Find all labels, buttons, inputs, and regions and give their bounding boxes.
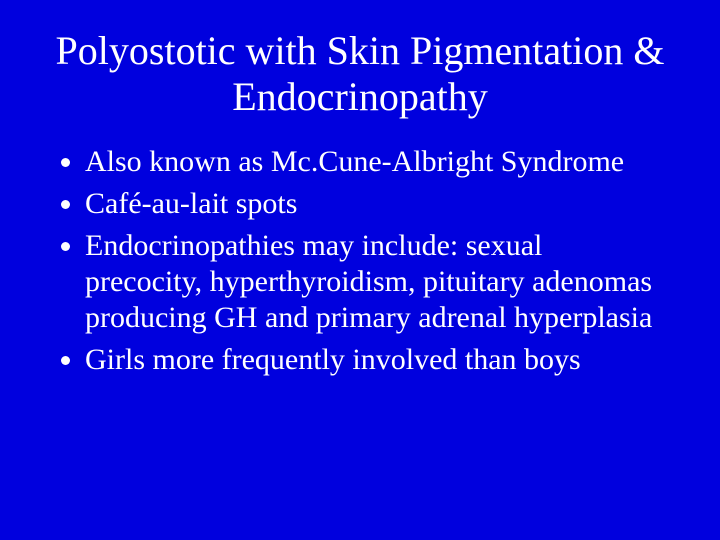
list-item: Café-au-lait spots — [85, 186, 665, 222]
list-item: Also known as Mc.Cune-Albright Syndrome — [85, 144, 665, 180]
list-item: Girls more frequently involved than boys — [85, 342, 665, 378]
slide-title: Polyostotic with Skin Pigmentation & End… — [55, 28, 665, 120]
slide: Polyostotic with Skin Pigmentation & End… — [0, 0, 720, 540]
bullet-list: Also known as Mc.Cune-Albright Syndrome … — [55, 144, 665, 378]
list-item: Endocrinopathies may include: sexual pre… — [85, 228, 665, 336]
